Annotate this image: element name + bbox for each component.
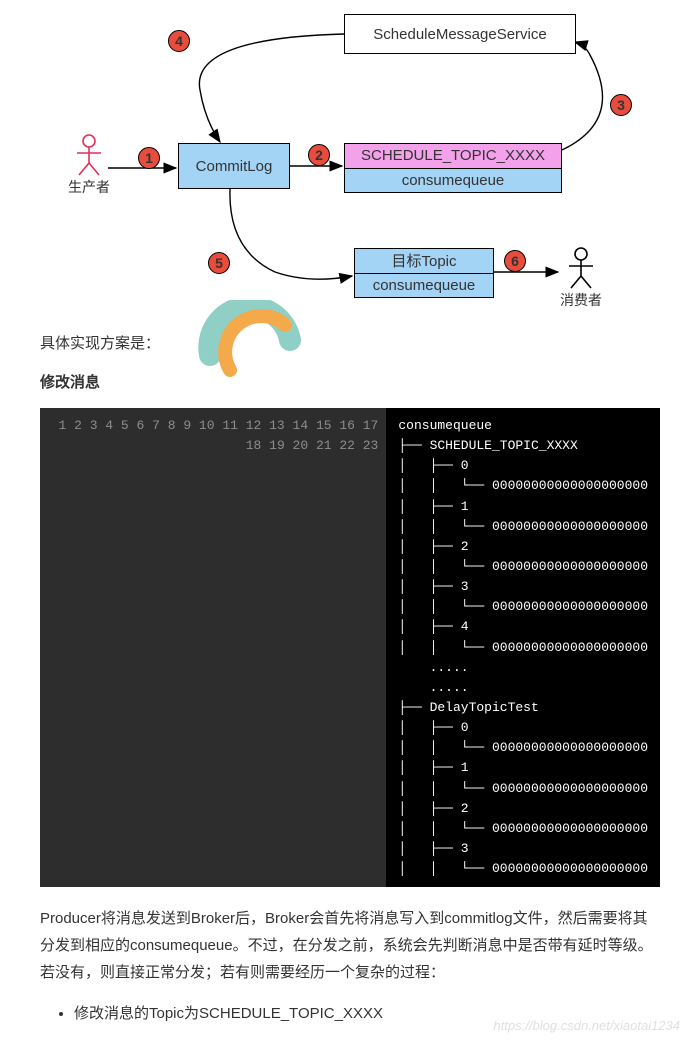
- section-heading: 修改消息: [40, 371, 660, 392]
- node-commitlog: CommitLog: [178, 143, 290, 189]
- step-1-label: 1: [145, 150, 153, 166]
- step-6: 6: [504, 250, 526, 272]
- actor-producer-label: 生产者: [68, 179, 110, 195]
- node-schedule-service-label: ScheduleMessageService: [373, 26, 546, 43]
- actor-consumer: 消费者: [560, 246, 602, 310]
- node-schedule-topic-top: SCHEDULE_TOPIC_XXXX: [361, 147, 545, 164]
- actor-producer: 生产者: [68, 133, 110, 197]
- step-2: 2: [308, 144, 330, 166]
- node-target-topic-top: 目标Topic: [391, 250, 456, 271]
- flow-diagram: CommitLog ScheduleMessageService SCHEDUL…: [50, 0, 670, 320]
- paragraph-2: Producer将消息发送到Broker后，Broker会首先将消息写入到com…: [40, 905, 660, 986]
- step-2-label: 2: [315, 147, 323, 163]
- code-gutter: 1 2 3 4 5 6 7 8 9 10 11 12 13 14 15 16 1…: [40, 408, 386, 887]
- node-commitlog-label: CommitLog: [196, 158, 273, 175]
- node-target-topic: 目标Topic consumequeue: [354, 248, 494, 298]
- step-1: 1: [138, 147, 160, 169]
- node-schedule-topic: SCHEDULE_TOPIC_XXXX consumequeue: [344, 143, 562, 193]
- code-content: consumequeue ├── SCHEDULE_TOPIC_XXXX │ ├…: [386, 408, 660, 887]
- step-3: 3: [610, 94, 632, 116]
- step-3-label: 3: [617, 97, 625, 113]
- actor-consumer-label: 消费者: [560, 292, 602, 308]
- code-block: 1 2 3 4 5 6 7 8 9 10 11 12 13 14 15 16 1…: [40, 408, 660, 887]
- node-schedule-service: ScheduleMessageService: [344, 14, 576, 54]
- step-4: 4: [168, 30, 190, 52]
- step-5-label: 5: [215, 255, 223, 271]
- intro-text: 具体实现方案是：: [40, 330, 660, 357]
- article-body: 具体实现方案是： 修改消息 1 2 3 4 5 6 7 8 9 10 11 12…: [0, 330, 700, 1047]
- node-schedule-topic-bottom: consumequeue: [402, 172, 505, 189]
- step-6-label: 6: [511, 253, 519, 269]
- node-target-topic-bottom: consumequeue: [373, 277, 476, 294]
- step-5: 5: [208, 252, 230, 274]
- step-4-label: 4: [175, 33, 183, 49]
- watermark-text: https://blog.csdn.net/xiaotai1234: [494, 1018, 680, 1033]
